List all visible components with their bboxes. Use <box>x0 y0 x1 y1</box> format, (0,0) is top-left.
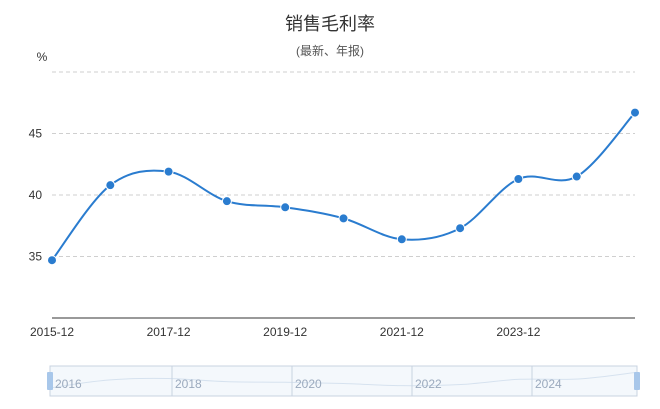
data-zoom-slider[interactable]: 2016 2018 2020 2022 2024 <box>47 365 640 397</box>
x-axis-ticks: 2015-12 2017-12 2019-12 2021-12 2023-12 <box>30 325 541 339</box>
data-point <box>280 202 291 213</box>
data-point <box>455 223 466 234</box>
data-point <box>571 171 582 182</box>
data-point <box>221 196 232 207</box>
chart-subtitle: (最新、年报) <box>296 43 364 58</box>
x-tick-label: 2023-12 <box>496 325 540 339</box>
data-point <box>513 174 524 185</box>
data-zoom-label: 2024 <box>535 377 562 391</box>
y-tick-label: 40 <box>29 188 43 202</box>
x-tick-label: 2019-12 <box>263 325 307 339</box>
data-points <box>47 107 640 266</box>
chart-title: 销售毛利率 <box>285 14 375 34</box>
data-zoom-label: 2018 <box>175 377 202 391</box>
data-point <box>630 107 640 118</box>
x-tick-label: 2017-12 <box>147 325 191 339</box>
x-tick-label: 2021-12 <box>380 325 424 339</box>
y-axis-unit: % <box>37 50 48 64</box>
data-point <box>396 234 407 245</box>
data-point <box>163 166 174 177</box>
data-point <box>47 255 57 266</box>
series-line <box>51 111 636 261</box>
data-zoom-labels: 2016 2018 2020 2022 2024 <box>55 366 562 396</box>
x-tick-label: 2015-12 <box>30 325 74 339</box>
data-zoom-label: 2020 <box>295 377 322 391</box>
y-tick-label: 45 <box>29 127 43 141</box>
data-point <box>338 213 349 224</box>
data-zoom-label: 2022 <box>415 377 442 391</box>
zoom-handle-right[interactable] <box>634 372 640 390</box>
data-zoom-preview <box>49 371 638 389</box>
y-tick-label: 35 <box>29 250 43 264</box>
zoom-handle-left[interactable] <box>47 372 53 390</box>
grid-lines <box>52 71 635 257</box>
data-zoom-label: 2016 <box>55 377 82 391</box>
data-point <box>105 180 116 191</box>
y-axis-ticks: 35 40 45 <box>29 127 43 264</box>
